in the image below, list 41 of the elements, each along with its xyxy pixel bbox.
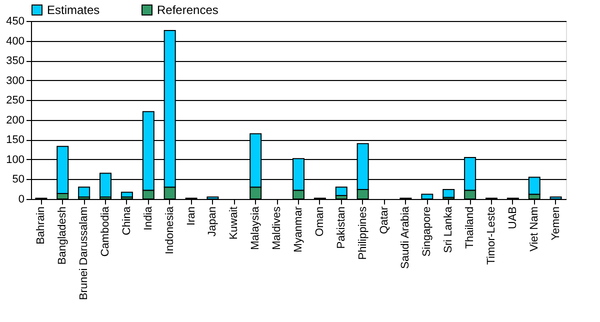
x-tick-label: Brunei Darussalam	[78, 206, 90, 300]
x-tick-label: UAB	[506, 206, 519, 230]
x-tick-label: Thailand	[464, 206, 476, 249]
y-tick-label: 300	[6, 74, 24, 87]
x-tick-label: Timor-Leste	[485, 206, 498, 265]
legend-label: References	[157, 3, 218, 17]
y-tick-label: 350	[6, 55, 24, 68]
bar	[120, 192, 133, 198]
x-tick-label: Saudi Arabia	[400, 206, 412, 269]
x-tick-label: Oman	[314, 206, 326, 236]
y-tick-label: 0	[18, 194, 24, 206]
x-tick-label: Viet Nam	[528, 206, 540, 252]
x-tick-label: Bahrain	[35, 206, 48, 244]
x-tick-label: Japan	[206, 206, 219, 236]
y-tick-label: 50	[12, 174, 24, 186]
y-tick-label: 450	[6, 16, 24, 28]
legend-label: Estimates	[47, 3, 100, 17]
bar	[442, 189, 455, 198]
x-tick-label: Iran	[185, 206, 198, 226]
x-tick-label: Sri Lanka	[442, 206, 455, 253]
x-tick-label: Bangladesh	[56, 206, 69, 265]
bar	[78, 186, 90, 198]
y-tick-label: 150	[6, 134, 24, 146]
x-tick-label: India	[142, 206, 154, 230]
x-tick-label: Malaysia	[250, 206, 262, 250]
x-tick-label: China	[120, 206, 133, 236]
x-tick-label: Cambodia	[100, 206, 112, 257]
y-tick-label: 100	[6, 154, 24, 166]
x-tick-label: Kuwait	[228, 206, 240, 240]
x-tick-label: Maldives	[271, 206, 284, 250]
x-tick-label: Singapore	[421, 206, 434, 257]
x-tick-label: Myanmar	[292, 206, 304, 252]
x-tick-label: Yemen	[550, 206, 562, 240]
x-tick-label: Pakistan	[335, 206, 348, 249]
x-tick-label: Indonesia	[164, 206, 176, 254]
x-tick-label: Qatar	[378, 206, 390, 234]
y-tick-label: 250	[6, 94, 24, 107]
y-tick-label: 400	[6, 35, 24, 48]
y-tick-label: 200	[6, 114, 24, 126]
x-tick-label: Philippines	[356, 206, 369, 260]
bar	[335, 186, 348, 196]
